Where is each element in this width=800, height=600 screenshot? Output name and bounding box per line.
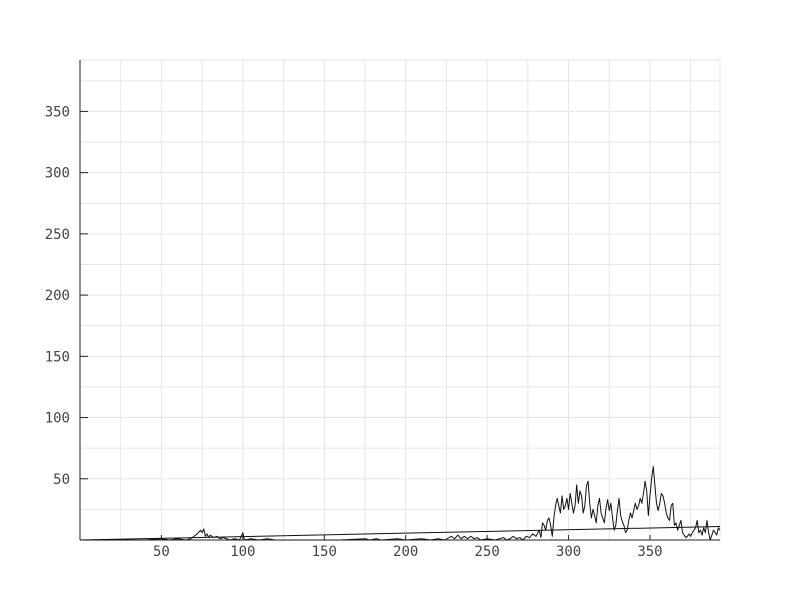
series-layer: [79, 466, 721, 541]
grid: [80, 59, 721, 540]
x-tick-label: 100: [230, 544, 255, 560]
y-tick-label: 300: [45, 166, 70, 182]
y-axis-ticks: 50 100 150 200 250 300 350: [45, 104, 88, 488]
y-tick-label: 150: [45, 349, 70, 365]
y-tick-label: 350: [45, 104, 70, 120]
x-tick-label: 50: [153, 544, 170, 560]
y-tick-label: 50: [53, 472, 70, 488]
x-axis-ticks: 50 100 150 200 250 300 350: [153, 535, 663, 560]
x-tick-label: 350: [637, 544, 662, 560]
series-line-signal: [80, 466, 721, 541]
x-tick-label: 150: [312, 544, 337, 560]
x-tick-label: 200: [393, 544, 418, 560]
y-tick-label: 200: [45, 288, 70, 304]
axes: [79, 60, 720, 541]
y-tick-label: 100: [45, 411, 70, 427]
x-tick-label: 300: [556, 544, 581, 560]
y-tick-label: 250: [45, 227, 70, 243]
series-line-trend: [79, 526, 721, 541]
x-tick-label: 250: [474, 544, 499, 560]
